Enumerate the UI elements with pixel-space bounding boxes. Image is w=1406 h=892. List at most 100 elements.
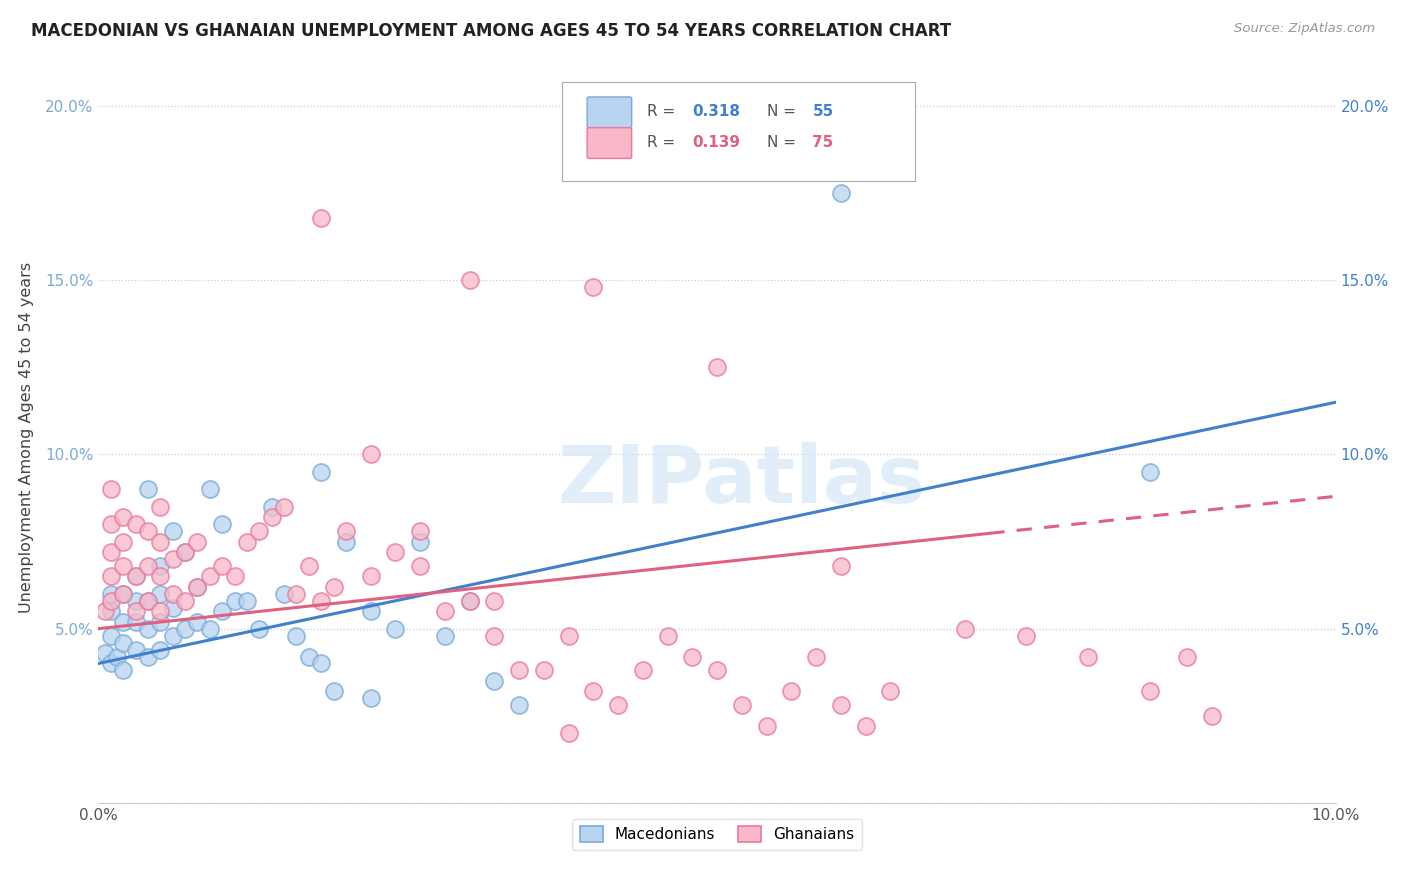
Point [631,664,654,678]
Point [100,657,122,671]
Point [100,569,122,583]
Point [100,604,122,618]
Text: 55: 55 [813,104,834,120]
Point [409,558,432,573]
Point [112,510,135,524]
Point [124,594,146,608]
Point [855,152,877,166]
Point [582,280,605,294]
Point [149,604,172,618]
Point [112,664,135,678]
Point [830,698,852,713]
Point [384,545,406,559]
Point [309,657,332,671]
Point [273,587,295,601]
Y-axis label: Unemployment Among Ages 45 to 54 years: Unemployment Among Ages 45 to 54 years [20,261,34,613]
FancyBboxPatch shape [562,82,915,181]
Point [100,587,122,601]
Text: N =: N = [766,135,800,150]
Point [112,587,135,601]
FancyBboxPatch shape [588,97,631,128]
Point [124,604,146,618]
Point [211,517,233,532]
Point [780,684,803,698]
Point [112,635,135,649]
Point [508,698,530,713]
Point [582,684,605,698]
Point [149,642,172,657]
Point [149,534,172,549]
Point [384,622,406,636]
Point [124,642,146,657]
Point [105,649,128,664]
Point [607,698,630,713]
Point [174,594,197,608]
Point [706,360,728,375]
Point [360,604,382,618]
Point [1015,629,1038,643]
Point [112,534,135,549]
Point [124,569,146,583]
Text: N =: N = [766,104,800,120]
Point [136,649,159,664]
Point [1139,465,1161,479]
Point [557,629,579,643]
Point [136,594,159,608]
Point [1139,684,1161,698]
Point [162,600,184,615]
Point [657,629,679,643]
Text: R =: R = [647,104,679,120]
Point [149,615,172,629]
Point [484,629,506,643]
Point [285,629,308,643]
Point [322,684,344,698]
Point [100,594,122,608]
Point [162,629,184,643]
Point [458,594,481,608]
Point [162,552,184,566]
Point [149,569,172,583]
Point [298,558,321,573]
Point [273,500,295,514]
Point [335,534,357,549]
Text: ZIPatlas: ZIPatlas [558,442,927,520]
Point [298,649,321,664]
Point [260,510,283,524]
Point [830,186,852,201]
Point [1201,708,1223,723]
Point [93,604,115,618]
Point [124,615,146,629]
Point [309,211,332,225]
Point [211,558,233,573]
Point [198,622,221,636]
Point [285,587,308,601]
Point [124,517,146,532]
Point [174,545,197,559]
Point [953,622,976,636]
Point [879,684,901,698]
Point [360,448,382,462]
Point [186,615,208,629]
Point [174,545,197,559]
Point [224,569,246,583]
Point [260,500,283,514]
Point [149,558,172,573]
Point [186,580,208,594]
Point [236,594,259,608]
Point [533,664,555,678]
Point [198,483,221,497]
Text: MACEDONIAN VS GHANAIAN UNEMPLOYMENT AMONG AGES 45 TO 54 YEARS CORRELATION CHART: MACEDONIAN VS GHANAIAN UNEMPLOYMENT AMON… [31,22,950,40]
Point [136,524,159,538]
Point [484,673,506,688]
Point [557,726,579,740]
Point [409,534,432,549]
Text: Source: ZipAtlas.com: Source: ZipAtlas.com [1234,22,1375,36]
Point [186,580,208,594]
Point [112,558,135,573]
Point [731,698,754,713]
Point [149,587,172,601]
Point [136,594,159,608]
Point [162,587,184,601]
Point [458,273,481,287]
Point [409,524,432,538]
